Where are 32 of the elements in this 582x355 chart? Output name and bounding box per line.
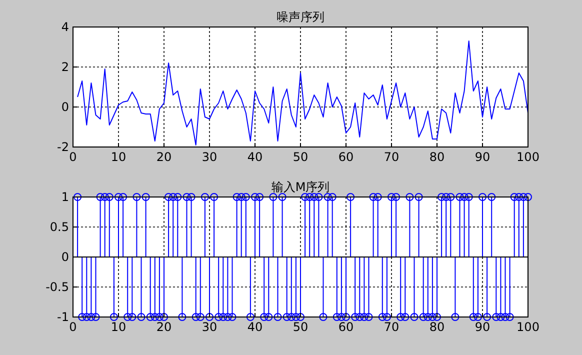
- x-tick-label: 20: [156, 150, 172, 164]
- x-tick-label: 50: [292, 320, 308, 334]
- x-tick-label: 90: [474, 320, 490, 334]
- x-tick-label: 30: [202, 320, 218, 334]
- x-tick-label: 90: [474, 150, 490, 164]
- x-tick-label: 10: [110, 320, 126, 334]
- y-tick-label: 4: [61, 20, 69, 34]
- x-tick-label: 70: [384, 150, 400, 164]
- x-tick-label: 70: [384, 320, 400, 334]
- line-series: [77, 40, 528, 146]
- x-tick-label: 40: [247, 320, 263, 334]
- chart-title: 输入M序列: [271, 180, 330, 194]
- y-tick-label: 0: [61, 250, 69, 264]
- x-tick-label: 10: [110, 150, 126, 164]
- x-tick-label: 100: [516, 150, 540, 164]
- x-tick-label: 80: [429, 150, 445, 164]
- x-tick-label: 60: [338, 150, 354, 164]
- x-tick-label: 50: [292, 150, 308, 164]
- y-tick-label: 0: [61, 100, 69, 114]
- x-tick-label: 60: [338, 320, 354, 334]
- x-tick-label: 40: [247, 150, 263, 164]
- y-tick-label: 1: [61, 190, 69, 204]
- x-tick-label: 80: [429, 320, 445, 334]
- y-tick-label: 2: [61, 60, 69, 74]
- x-tick-label: 30: [202, 150, 218, 164]
- chart-title: 噪声序列: [276, 10, 324, 24]
- x-tick-label: 100: [516, 320, 540, 334]
- y-tick-label: 0.5: [50, 220, 69, 234]
- y-tick-label: -0.5: [46, 280, 69, 294]
- y-tick-label: -2: [57, 140, 69, 154]
- y-tick-label: -1: [57, 310, 69, 324]
- x-tick-label: 20: [156, 320, 172, 334]
